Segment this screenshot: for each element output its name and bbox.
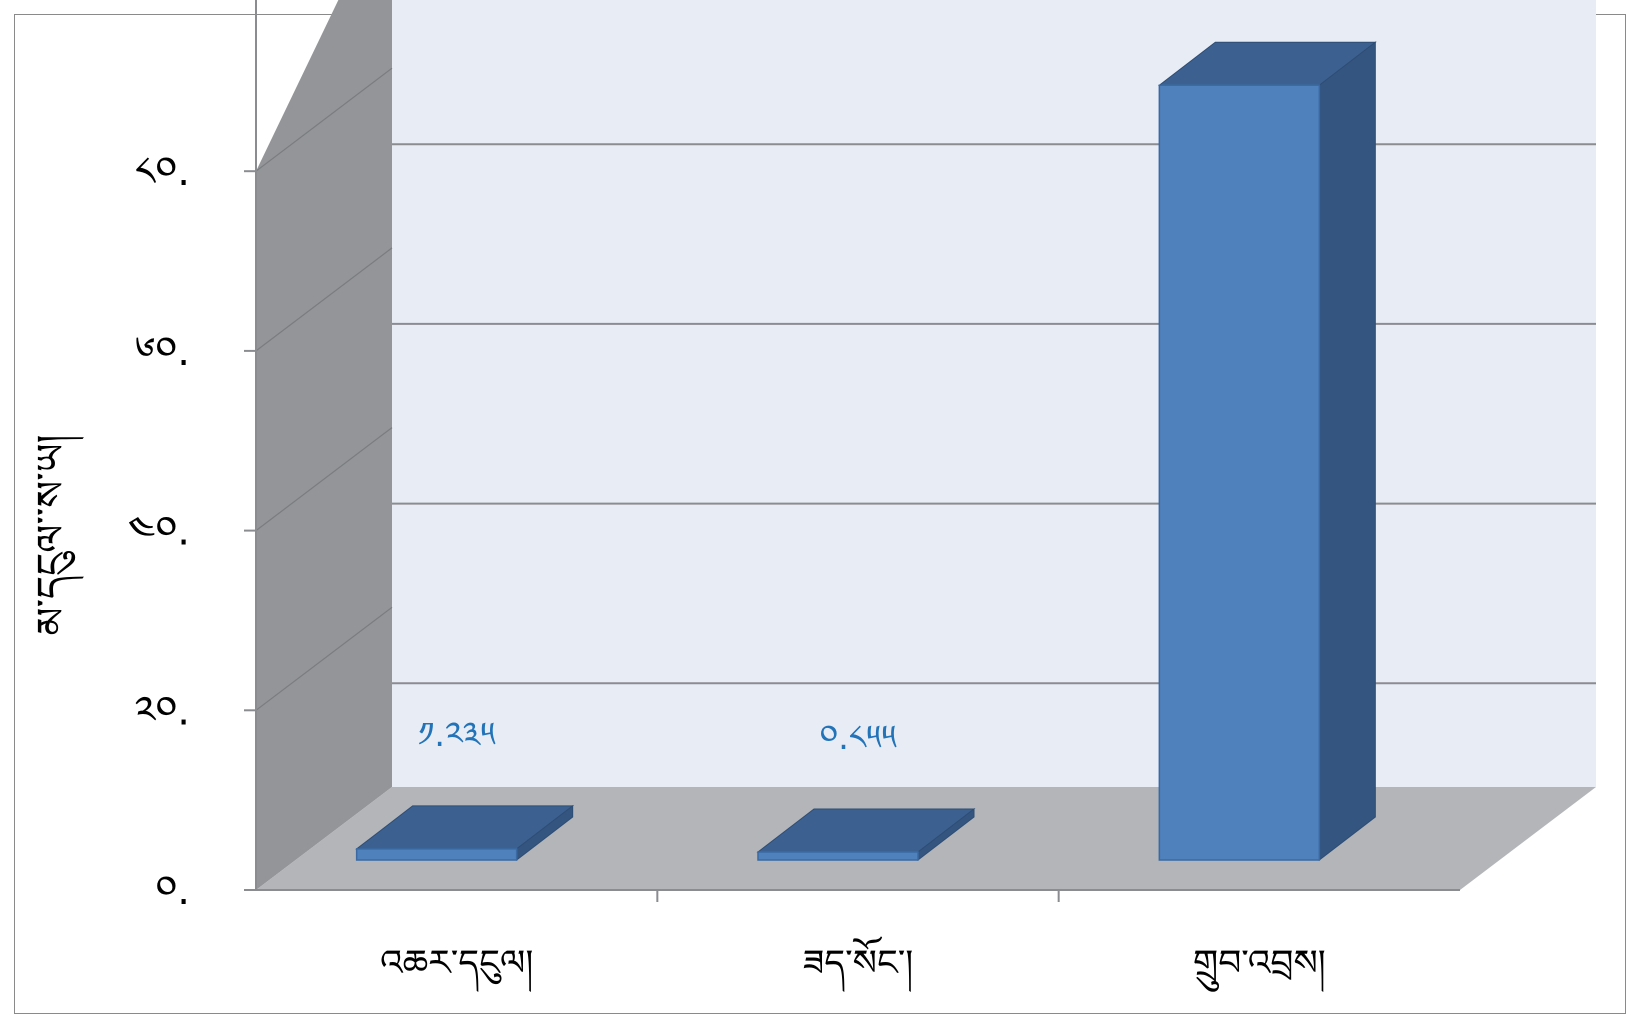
data-label-1: ༡.༢༣༥ bbox=[418, 715, 496, 755]
x-tick-label-1: འཆར་དངུལ། bbox=[380, 943, 533, 992]
chart-walls bbox=[256, 0, 1596, 890]
x-tick-label-3: གྲུབ་འབྲས། bbox=[1193, 943, 1326, 992]
data-label-2: ༠.༨༥༥ bbox=[819, 718, 897, 758]
y-tick-label: ༢༠. bbox=[135, 688, 190, 734]
y-tick-label: ༨༠. bbox=[135, 149, 190, 195]
side-wall bbox=[256, 0, 392, 890]
bar-3 bbox=[1159, 42, 1375, 860]
x-tick-label-2: ཟད་སོང་། bbox=[803, 936, 914, 992]
bar-front bbox=[1159, 85, 1319, 860]
y-tick-label: ༦༠. bbox=[135, 329, 190, 375]
bar-front bbox=[357, 849, 517, 860]
bar-front bbox=[758, 852, 918, 860]
bar-side bbox=[1319, 42, 1375, 860]
y-tick-label: ༠. bbox=[155, 868, 190, 914]
back-wall bbox=[392, 0, 1596, 787]
y-tick-label: ༤༠. bbox=[128, 509, 190, 555]
y-axis-title: མ་དངུལ་་ས་ཡ། bbox=[29, 434, 84, 635]
